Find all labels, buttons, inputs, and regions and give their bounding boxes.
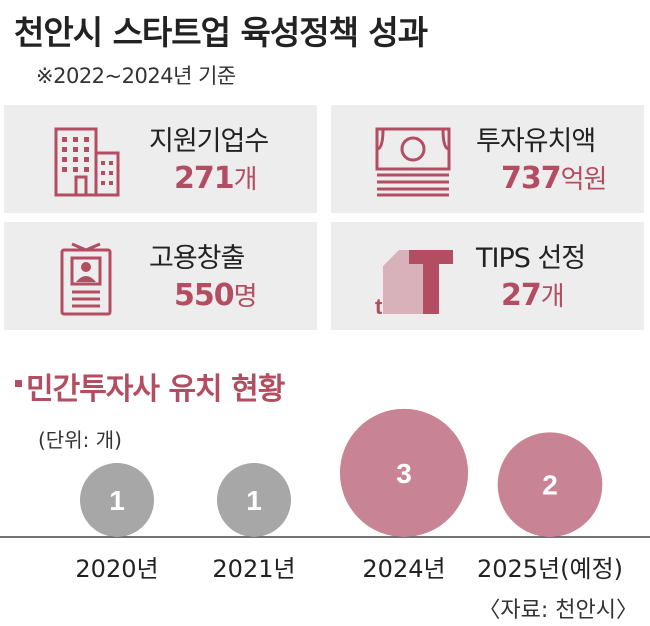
card-unit: 명 bbox=[233, 282, 258, 312]
card-value: 550 bbox=[174, 278, 235, 313]
bubble-3 bbox=[497, 432, 603, 537]
card-value: 271 bbox=[174, 161, 235, 196]
period-note: ※2022~2024년 기준 bbox=[36, 64, 236, 88]
card-unit: 억원 bbox=[560, 165, 608, 195]
category-label: 2025년(예정) bbox=[477, 555, 623, 583]
bubble-value-label: 2 bbox=[542, 470, 558, 501]
bubble-1 bbox=[217, 463, 291, 537]
svg-text:t: t bbox=[375, 294, 383, 316]
stat-card-companies: 지원기업수 271개 bbox=[4, 105, 317, 213]
card-label: 고용창출 bbox=[149, 243, 245, 274]
bubble-value-label: 1 bbox=[246, 485, 262, 516]
category-label: 2021년 bbox=[212, 555, 295, 583]
card-unit: 개 bbox=[540, 282, 565, 312]
card-label: 지원기업수 bbox=[149, 126, 269, 157]
bubble-2 bbox=[339, 408, 469, 537]
section-title: 민간투자사 유치 현황 bbox=[26, 372, 285, 407]
source-note: 〈자료: 천안시〉 bbox=[478, 598, 638, 623]
category-label: 2024년 bbox=[362, 555, 445, 583]
category-label: 2020년 bbox=[75, 555, 158, 583]
card-value: 27 bbox=[501, 278, 542, 313]
stat-card-investment: 투자유치액 737억원 bbox=[331, 105, 644, 213]
section-bullet bbox=[15, 380, 22, 387]
id-card-icon bbox=[60, 242, 112, 316]
unit-note: (단위: 개) bbox=[38, 428, 122, 452]
bubble-chart: 1 2020년 1 2021년 3 2024년 2 2025년(예정) bbox=[0, 408, 650, 583]
stat-card-employment: 고용창출 550명 bbox=[4, 222, 317, 330]
stat-card-tips: t TIPS 선정 27개 bbox=[331, 222, 644, 330]
money-stack-icon bbox=[375, 127, 451, 197]
page-title: 천안시 스타트업 육성정책 성과 bbox=[14, 13, 428, 52]
bubble-0 bbox=[80, 463, 154, 537]
tips-logo-icon: t bbox=[375, 250, 453, 316]
card-value: 737 bbox=[501, 161, 562, 196]
bubble-value-label: 3 bbox=[396, 458, 412, 489]
card-label: TIPS 선정 bbox=[476, 243, 586, 274]
card-unit: 개 bbox=[233, 165, 258, 195]
bubble-value-label: 1 bbox=[109, 485, 125, 516]
building-icon bbox=[54, 127, 120, 197]
card-label: 투자유치액 bbox=[476, 126, 596, 157]
